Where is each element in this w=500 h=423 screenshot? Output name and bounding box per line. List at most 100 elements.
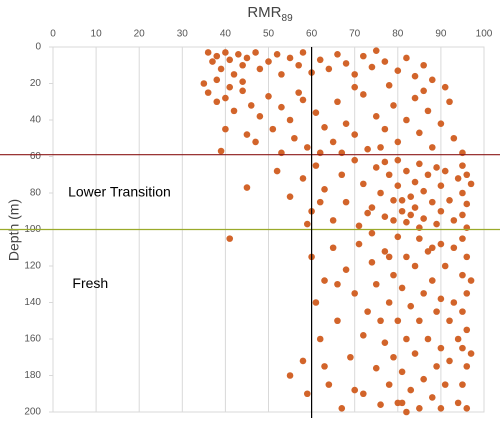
point bbox=[446, 317, 453, 325]
point bbox=[441, 381, 449, 388]
point bbox=[338, 171, 346, 179]
point bbox=[334, 98, 341, 106]
point bbox=[381, 125, 389, 133]
point bbox=[243, 54, 251, 62]
point bbox=[222, 94, 229, 102]
point bbox=[403, 167, 410, 175]
point bbox=[226, 83, 234, 91]
y-tick-label: 120 bbox=[24, 261, 41, 272]
point bbox=[278, 71, 285, 78]
point bbox=[424, 335, 432, 343]
point bbox=[368, 63, 376, 71]
point bbox=[321, 186, 328, 193]
point bbox=[463, 326, 471, 334]
point bbox=[256, 65, 264, 73]
point bbox=[446, 98, 453, 106]
point bbox=[291, 134, 298, 142]
point bbox=[316, 198, 324, 206]
point bbox=[403, 54, 410, 62]
point bbox=[321, 124, 328, 131]
point bbox=[342, 60, 350, 67]
point bbox=[385, 381, 393, 388]
point bbox=[303, 220, 311, 228]
point bbox=[325, 381, 333, 388]
x-tick-label: 10 bbox=[91, 29, 103, 40]
point bbox=[459, 308, 466, 315]
y-tick-label: 80 bbox=[30, 188, 42, 199]
point bbox=[437, 120, 445, 127]
point bbox=[441, 83, 449, 91]
x-tick-label: 50 bbox=[263, 29, 275, 40]
point bbox=[416, 405, 423, 412]
point bbox=[204, 89, 212, 96]
point bbox=[360, 332, 367, 339]
point bbox=[467, 180, 475, 188]
point bbox=[286, 372, 294, 379]
point bbox=[428, 394, 436, 401]
point bbox=[334, 317, 341, 325]
y-tick-label: 40 bbox=[30, 115, 42, 126]
point bbox=[411, 178, 419, 186]
point bbox=[213, 76, 221, 84]
point bbox=[222, 49, 229, 56]
point bbox=[360, 390, 367, 398]
point bbox=[368, 259, 376, 266]
point bbox=[420, 61, 427, 69]
point bbox=[239, 61, 246, 69]
point bbox=[252, 49, 259, 56]
point bbox=[398, 368, 406, 376]
chart-title: RMR89 bbox=[247, 4, 293, 24]
point bbox=[398, 207, 406, 215]
point bbox=[454, 175, 462, 182]
point bbox=[342, 120, 350, 127]
point bbox=[303, 144, 311, 151]
point bbox=[243, 131, 251, 138]
point bbox=[377, 189, 384, 197]
x-tick-label: 30 bbox=[177, 29, 189, 40]
point bbox=[424, 171, 432, 179]
point bbox=[351, 386, 359, 394]
point bbox=[437, 295, 445, 303]
point bbox=[420, 215, 427, 222]
point bbox=[360, 52, 367, 60]
point bbox=[355, 222, 363, 230]
point bbox=[407, 302, 415, 310]
point bbox=[273, 167, 281, 175]
point bbox=[355, 240, 363, 248]
point bbox=[411, 204, 419, 211]
annotation: Lower Transition bbox=[68, 184, 171, 200]
y-tick-label: 0 bbox=[35, 42, 41, 53]
point bbox=[217, 147, 225, 155]
point bbox=[459, 211, 466, 219]
point bbox=[213, 98, 221, 106]
point bbox=[403, 335, 410, 343]
point bbox=[312, 299, 320, 306]
point bbox=[437, 344, 445, 352]
point bbox=[372, 113, 380, 120]
point bbox=[265, 92, 272, 100]
point bbox=[459, 162, 466, 169]
point bbox=[239, 78, 246, 85]
point bbox=[428, 277, 436, 284]
point bbox=[437, 182, 445, 189]
point bbox=[459, 189, 466, 197]
point bbox=[450, 217, 458, 224]
point bbox=[273, 51, 281, 58]
point bbox=[428, 198, 436, 206]
point bbox=[239, 87, 246, 95]
point bbox=[372, 364, 380, 372]
point bbox=[360, 91, 367, 98]
point bbox=[278, 103, 285, 111]
point bbox=[433, 308, 440, 315]
point bbox=[420, 87, 427, 95]
point bbox=[226, 56, 234, 64]
x-tick-label: 100 bbox=[476, 29, 493, 40]
y-tick-label: 140 bbox=[24, 297, 41, 308]
point bbox=[428, 76, 436, 84]
x-tick-label: 80 bbox=[392, 29, 404, 40]
point bbox=[416, 317, 423, 325]
point bbox=[256, 113, 264, 120]
point bbox=[381, 248, 389, 255]
x-tick-label: 70 bbox=[349, 29, 361, 40]
point bbox=[407, 386, 415, 394]
